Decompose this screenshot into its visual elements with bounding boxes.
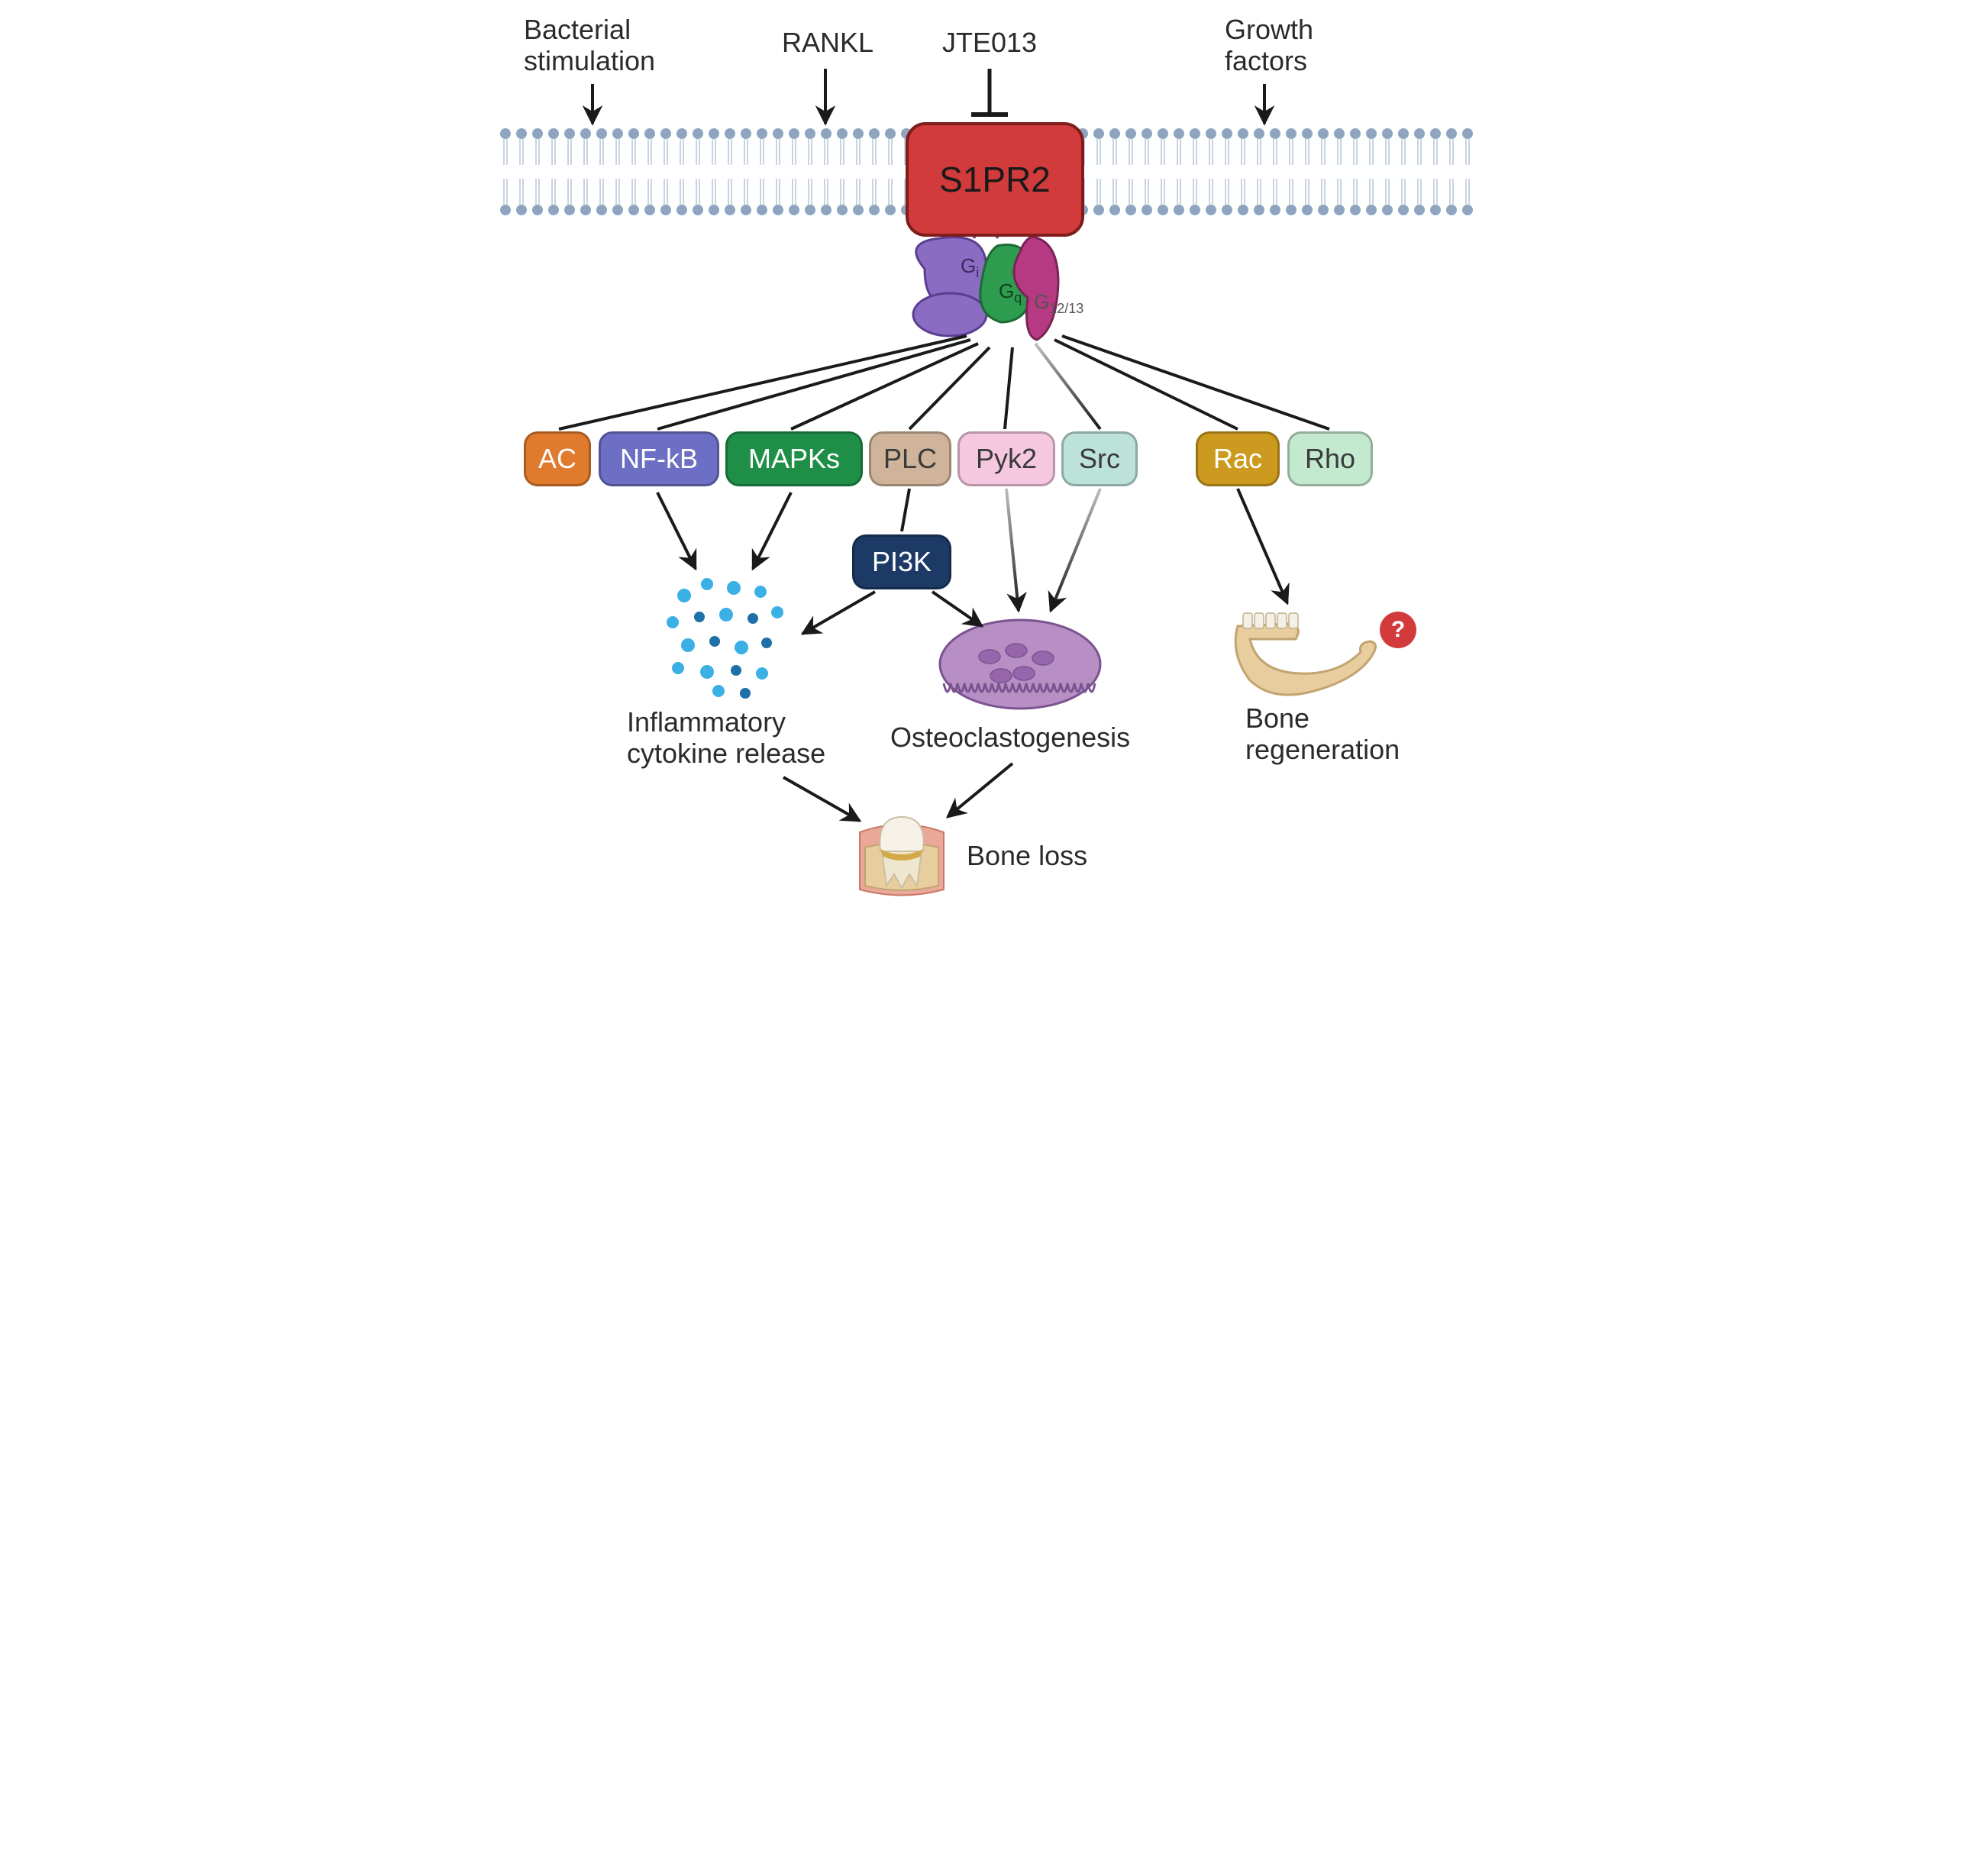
- effector-rac: Rac: [1196, 431, 1280, 486]
- g-proteins: [913, 220, 1058, 340]
- arrow-g-to-pyk2: [1005, 347, 1012, 429]
- outcome-label-bone-regen-label: Bone regeneration: [1245, 702, 1400, 766]
- arrow-pyk2-to-osteo: [1006, 489, 1019, 611]
- outcome-label-cytokine-label: Inflammatory cytokine release: [627, 706, 825, 770]
- cytokine-dots: [667, 578, 783, 699]
- osteoclast-icon: [940, 620, 1100, 709]
- arrow-g-to-mapks: [791, 344, 978, 429]
- arrow-rac-to-bone: [1238, 489, 1287, 603]
- effector-label: Src: [1079, 443, 1120, 475]
- top-label-jte013: JTE013: [942, 27, 1037, 58]
- arrow-g-to-ac: [559, 336, 967, 429]
- top-label-bacterial: Bacterial stimulation: [524, 14, 655, 77]
- arrow-osteo-to-loss: [948, 764, 1012, 817]
- tooth-icon: [860, 817, 944, 896]
- top-label-rankl: RANKL: [782, 27, 873, 58]
- effector-src: Src: [1061, 431, 1138, 486]
- effector-label: Rho: [1305, 443, 1355, 475]
- arrow-cyto-to-loss: [783, 777, 860, 821]
- arrow-mapks-to-cyto: [753, 492, 791, 569]
- node-pi3k: PI3K: [852, 534, 951, 589]
- effector-rho: Rho: [1287, 431, 1373, 486]
- arrow-nfkb-to-cyto: [657, 492, 696, 569]
- arrow-pi3k-to-cyto: [802, 592, 875, 634]
- arrow-g-to-plc: [909, 347, 990, 429]
- arrow-g-to-src: [1035, 344, 1100, 429]
- effector-pyk2: Pyk2: [957, 431, 1055, 486]
- arrow-plc-to-pi3k: [902, 489, 909, 531]
- effector-label: PLC: [883, 443, 937, 475]
- effector-label: Pyk2: [976, 443, 1037, 475]
- svg-text:Gi: Gi: [961, 254, 979, 280]
- svg-text:G12/13: G12/13: [1034, 290, 1083, 316]
- jaw-icon: [1235, 613, 1375, 695]
- question-badge: ?: [1391, 617, 1405, 642]
- effector-label: NF-kB: [620, 443, 698, 475]
- receptor-s1pr2: S1PR2: [906, 122, 1084, 237]
- arrow-g-to-rac: [1054, 340, 1238, 429]
- arrow-g-to-rho: [1062, 336, 1329, 429]
- receptor-label: S1PR2: [939, 159, 1051, 200]
- effector-label: AC: [538, 443, 576, 475]
- effector-nfkb: NF-kB: [599, 431, 719, 486]
- outcome-label-osteoclast-label: Osteoclastogenesis: [890, 722, 1130, 753]
- svg-text:Gq: Gq: [999, 279, 1022, 305]
- effector-plc: PLC: [869, 431, 951, 486]
- effector-ac: AC: [524, 431, 591, 486]
- diagram-canvas: Gi Gq G12/13? S1PR2 Bacterial stimulation RAN…: [493, 0, 1480, 938]
- effector-label: MAPKs: [748, 443, 840, 475]
- arrow-src-to-osteo: [1051, 489, 1100, 611]
- effector-mapks: MAPKs: [725, 431, 863, 486]
- top-label-growth: Growth factors: [1225, 14, 1313, 77]
- outcome-label-bone-loss-label: Bone loss: [967, 840, 1087, 871]
- arrow-pi3k-to-osteo: [932, 592, 982, 626]
- effector-label: Rac: [1213, 443, 1262, 475]
- arrow-g-to-nfkb: [657, 340, 970, 429]
